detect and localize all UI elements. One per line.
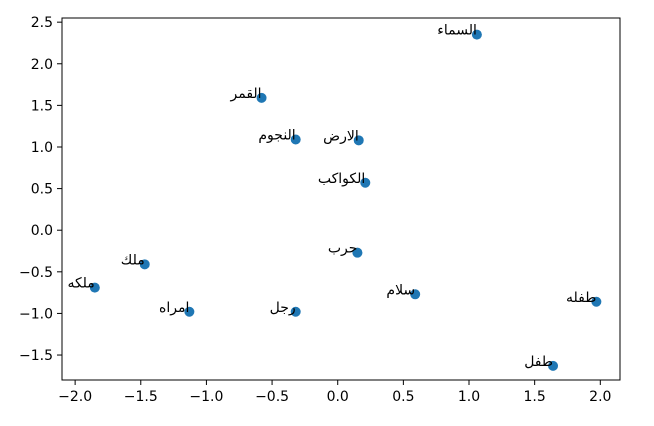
point-label: امراه — [159, 300, 189, 316]
scatter-point — [410, 289, 421, 300]
x-tick-label: 2.0 — [589, 389, 611, 405]
scatter-point — [89, 282, 100, 293]
scatter-point — [353, 135, 364, 146]
point-label: حرب — [328, 241, 358, 257]
y-tick-label: 2.5 — [31, 15, 53, 31]
y-tick-label: 2.0 — [31, 57, 53, 73]
point-labels: السماء القمر النجوم الارض الكواكب حرب ملك ملكه س… — [67, 23, 596, 370]
point-label: طفله — [566, 290, 596, 306]
x-tick-label: 0.5 — [392, 389, 414, 405]
scatter-point — [290, 306, 301, 317]
x-tick-label: 1.0 — [458, 389, 480, 405]
plot-frame — [61, 17, 621, 381]
point-label: السماء — [437, 23, 477, 39]
scatter-point — [256, 92, 267, 103]
scatter-point — [591, 296, 602, 307]
y-tick-label: −1.0 — [19, 306, 53, 322]
scatter-point — [360, 177, 371, 188]
scatter-point — [184, 306, 195, 317]
point-label: رجل — [270, 300, 296, 316]
y-tick-label: 1.5 — [31, 98, 53, 114]
axis-ticks: −2.0 −1.5 −1.0 −0.5 0.0 0.5 1.0 1.5 2.0 −1.5 −1.0 −… — [19, 15, 611, 405]
y-tick-label: 0.0 — [31, 223, 53, 239]
y-tick-label: 0.5 — [31, 182, 53, 198]
scatter-point — [471, 29, 482, 40]
point-label: طفل — [524, 354, 553, 370]
point-label: ملك — [121, 252, 145, 268]
x-tick-label: −2.0 — [58, 389, 92, 405]
point-label: القمر — [230, 86, 262, 102]
y-tick-label: −0.5 — [19, 265, 53, 281]
x-tick-label: −1.0 — [189, 389, 223, 405]
y-tick-label: 1.0 — [31, 140, 53, 156]
x-tick-label: 0.0 — [327, 389, 349, 405]
scatter-point — [548, 360, 559, 371]
point-label: ملكه — [67, 276, 94, 292]
scatter-point — [139, 259, 150, 270]
point-label: الكواكب — [318, 171, 365, 187]
x-tick-label: −1.5 — [124, 389, 158, 405]
x-tick-label: −0.5 — [255, 389, 289, 405]
point-label: الارض — [323, 128, 359, 144]
point-label: سلام — [386, 282, 415, 298]
x-tick-label: 1.5 — [524, 389, 546, 405]
y-tick-label: −1.5 — [19, 348, 53, 364]
scatter-point — [290, 134, 301, 145]
data-points — [89, 29, 602, 371]
point-label: النجوم — [258, 127, 295, 143]
scatter-point — [352, 247, 363, 258]
